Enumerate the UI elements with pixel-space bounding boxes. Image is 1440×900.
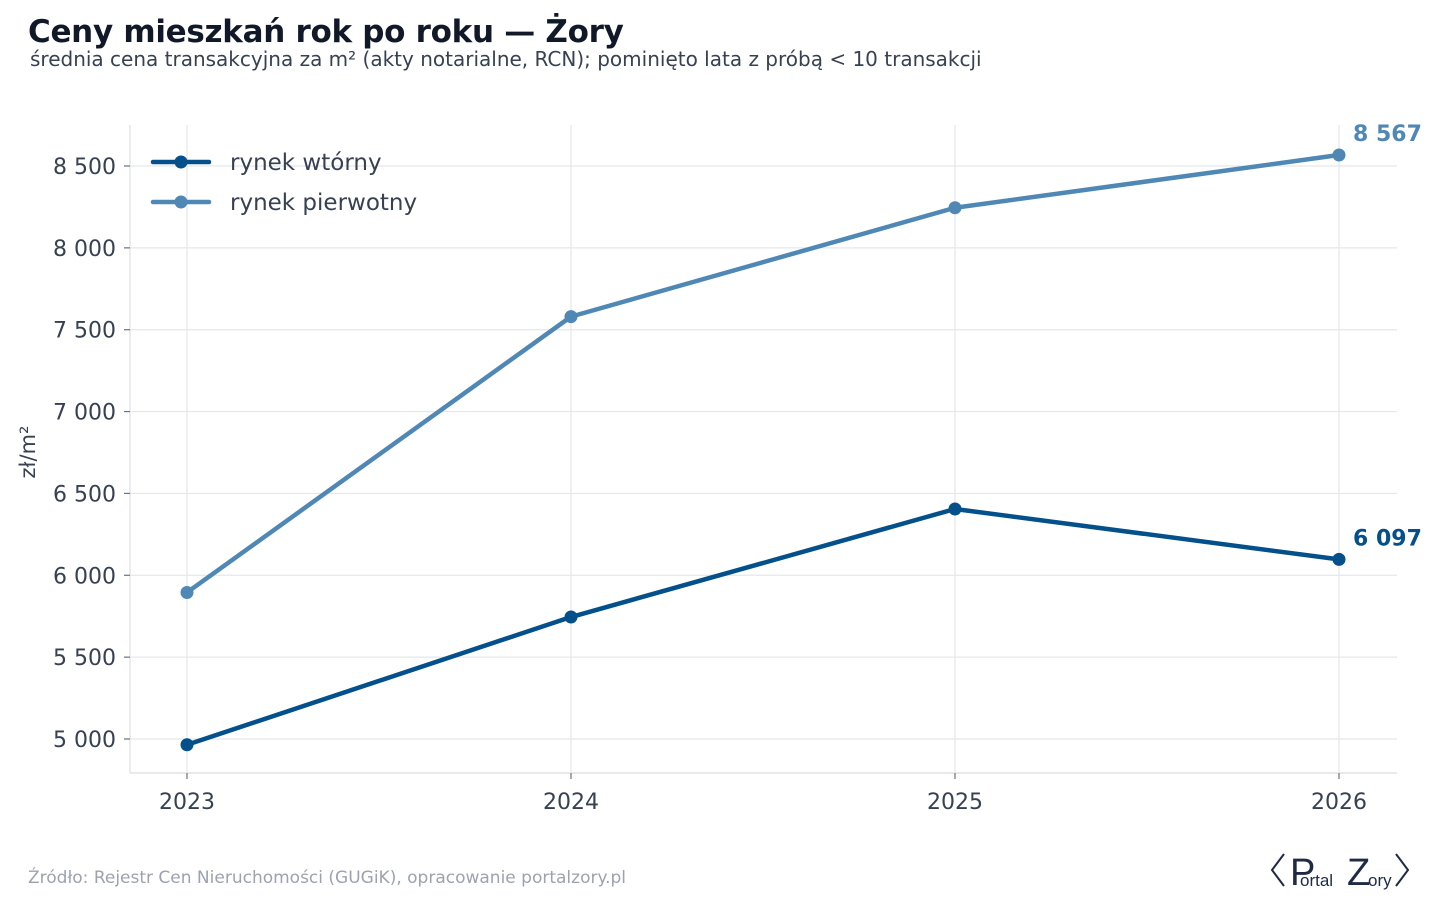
logo-letter-p: P [1290,852,1315,894]
series-line [184,152,1342,595]
data-point [564,310,578,324]
x-tick-label: 2025 [927,790,983,815]
y-tick-label: 8 000 [53,237,116,262]
data-point [1332,148,1346,162]
y-tick-label: 5 000 [53,728,116,753]
x-tick-label: 2026 [1311,790,1367,815]
data-point [948,502,962,516]
y-tick-label: 7 500 [53,319,116,344]
y-tick-label: 6 500 [53,482,116,507]
x-tick-label: 2024 [543,790,599,815]
logo-word-ory: ory [1368,871,1392,890]
data-point [948,201,962,215]
y-axis-label: zł/m² [16,426,40,479]
chart-title: Ceny mieszkań rok po roku — Żory [28,14,624,50]
data-point [180,585,194,599]
chart-subtitle: średnia cena transakcyjna za m² (akty no… [30,47,982,71]
legend-entry-label: rynek pierwotny [230,190,417,216]
series-line [184,506,1342,747]
logo-left-chevron-icon [1270,853,1285,887]
y-tick-label: 7 000 [53,401,116,426]
data-point [1332,552,1346,566]
logo-word-ortal: ortal [1300,871,1333,890]
y-tick-label: 6 000 [53,564,116,589]
logo-letter-z: Z [1347,852,1370,894]
source-note: Źródło: Rejestr Cen Nieruchomości (GUGiK… [28,868,627,888]
x-tick-label: 2023 [159,790,215,815]
data-point [180,738,194,752]
legend-swatch-marker [174,155,188,169]
y-tick-label: 5 500 [53,646,116,671]
y-tick-label: 8 500 [53,155,116,180]
legend-entry-label: rynek wtórny [230,150,382,176]
logo-right-chevron-icon [1395,853,1410,887]
end-value-label: 8 567 [1353,122,1422,147]
portalzory-logo: P ortal Z ory [1270,852,1410,894]
end-value-label: 6 097 [1353,526,1422,551]
legend-swatch-marker [174,195,188,209]
data-point [564,610,578,624]
